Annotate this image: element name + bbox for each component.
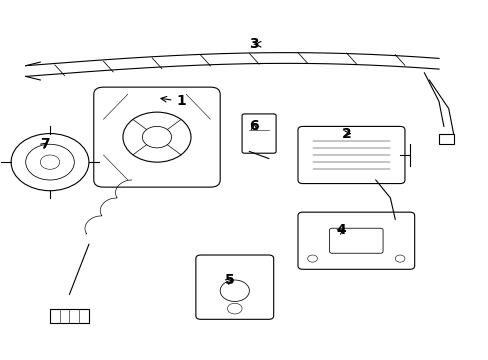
- Text: 3: 3: [249, 37, 261, 51]
- Text: 4: 4: [336, 223, 346, 237]
- Text: 7: 7: [40, 137, 50, 151]
- Text: 2: 2: [341, 127, 351, 140]
- Text: 1: 1: [161, 94, 186, 108]
- Text: 6: 6: [249, 120, 259, 134]
- Text: 5: 5: [224, 273, 234, 287]
